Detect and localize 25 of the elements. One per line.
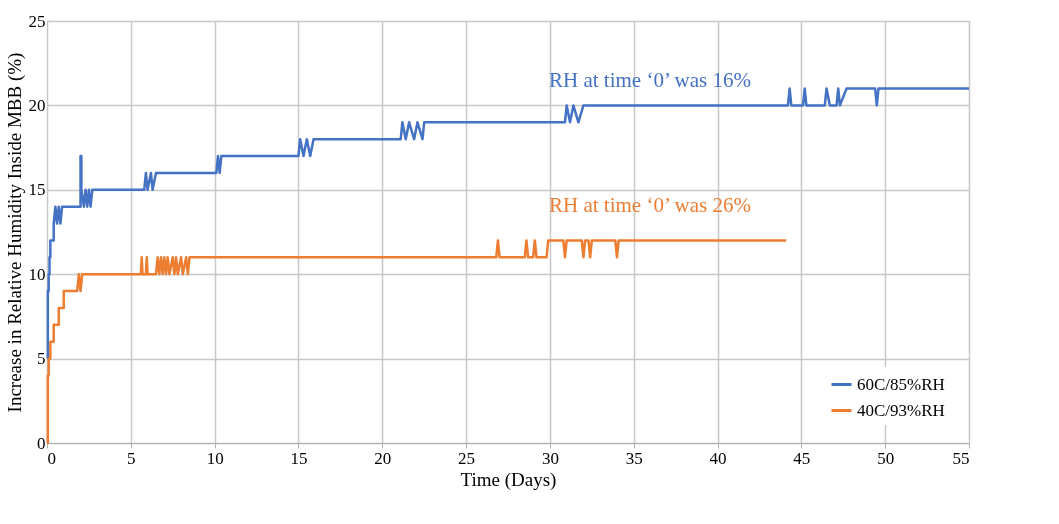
line-series (45, 239, 788, 445)
y-tick-label: 0 (37, 433, 46, 453)
y-tick-label: 25 (28, 11, 46, 31)
y-tick-label: 20 (28, 95, 46, 115)
x-tick-label: 25 (458, 448, 476, 468)
x-tick-label: 35 (625, 448, 643, 468)
x-tick-label: 45 (793, 448, 811, 468)
x-axis-title: Time (Days) (460, 468, 557, 491)
x-tick-label: 50 (877, 448, 895, 468)
x-tick-label: 10 (206, 448, 224, 468)
x-tick-label: 15 (290, 448, 308, 468)
y-tick-label: 10 (28, 264, 46, 284)
legend-label: 40C/93%RH (857, 400, 945, 420)
x-tick-label: 20 (374, 448, 392, 468)
x-tick-label: 5 (127, 448, 136, 468)
x-tick-label: 55 (952, 448, 970, 468)
x-tick-label: 30 (541, 448, 559, 468)
legend-label: 60C/85%RH (857, 374, 945, 394)
line-series (45, 87, 971, 360)
y-axis-title: Increase in Relative Humidity Inside MBB (%) (3, 52, 26, 413)
y-tick-label: 15 (28, 180, 46, 200)
annotation: RH at time ‘0’ was 16% (549, 68, 751, 92)
y-tick-label: 5 (37, 349, 46, 369)
annotation: RH at time ‘0’ was 26% (549, 193, 751, 217)
x-tick-label: 40 (709, 448, 727, 468)
